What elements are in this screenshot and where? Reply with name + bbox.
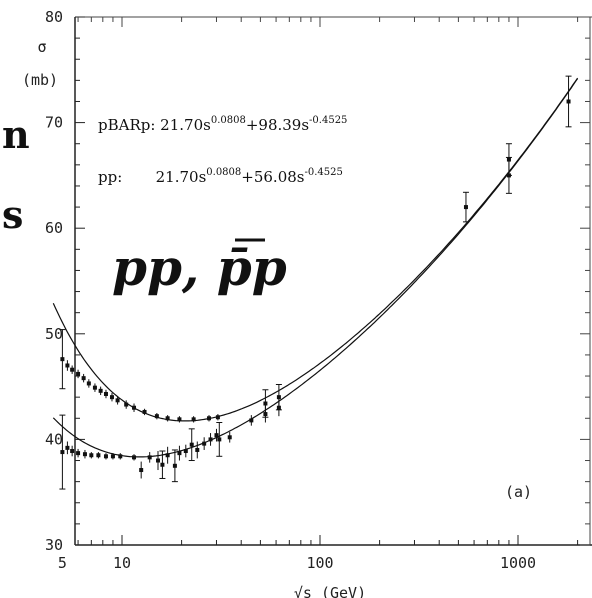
fit-pbarp-text: pBARp: 21.70s xyxy=(98,116,211,134)
fit-pbarp-mid: +98.39s xyxy=(246,116,309,134)
data-point-pp xyxy=(189,442,194,447)
data-point-pbarp xyxy=(60,357,65,362)
fit-pp-formula: pp: 21.70s0.0808+56.08s-0.4525 xyxy=(98,167,343,186)
y-tick-label: 80 xyxy=(45,8,63,26)
data-point-pp xyxy=(183,449,188,454)
data-point-pp xyxy=(160,462,165,467)
y-tick-label: 40 xyxy=(45,430,63,448)
fit-pp-exp1: 0.0808 xyxy=(206,167,241,178)
data-point-pbarp xyxy=(276,395,281,400)
data-point-pp xyxy=(76,451,81,456)
data-point-pp xyxy=(249,418,254,423)
x-tick-label: 5 xyxy=(58,554,67,572)
data-point-pbarp xyxy=(92,385,97,390)
data-point-pbarp xyxy=(191,417,196,422)
data-point-pp xyxy=(227,435,232,440)
data-point-pbarp xyxy=(115,398,120,403)
fit-pbarp-exp1: 0.0808 xyxy=(211,115,246,126)
data-point-pp xyxy=(177,451,182,456)
data-point-pp xyxy=(147,455,152,460)
y-axis-unit: (mb) xyxy=(22,71,58,89)
fit-pbarp-exp2: -0.4525 xyxy=(309,115,347,126)
side-letter-n: n xyxy=(2,112,30,157)
data-point-pp xyxy=(276,405,281,410)
x-tick-label: 100 xyxy=(306,554,333,572)
side-letter-s: s xyxy=(2,192,23,237)
data-point-pp xyxy=(118,454,123,459)
data-point-pbarp xyxy=(70,367,75,372)
data-point-pbarp xyxy=(215,415,220,420)
data-point-pp xyxy=(156,458,161,463)
data-point-pp xyxy=(65,445,70,450)
data-point-pp xyxy=(103,454,108,459)
y-axis-symbol: σ xyxy=(37,38,46,56)
data-point-pbarp xyxy=(109,395,114,400)
data-point-pp xyxy=(110,454,115,459)
data-point-pbarp xyxy=(132,405,137,410)
x-axis-label: √s (GeV) xyxy=(294,584,366,598)
data-point-pbarp xyxy=(124,402,129,407)
data-point-pp xyxy=(96,453,101,458)
data-point-pbarp xyxy=(76,371,81,376)
data-point-pbarp xyxy=(103,391,108,396)
data-point-pp xyxy=(165,453,170,458)
data-point-pbarp xyxy=(81,376,86,381)
data-point-pbarp xyxy=(566,99,571,104)
data-point-pp xyxy=(172,463,177,468)
data-point-pbarp xyxy=(98,388,103,393)
y-tick-label: 50 xyxy=(45,325,63,343)
panel-label: (a) xyxy=(505,483,532,501)
fit-curve-pbarp xyxy=(52,77,579,422)
data-point-pp xyxy=(89,453,94,458)
data-point-pp xyxy=(60,450,65,455)
data-point-pbarp xyxy=(65,363,70,368)
process-label: pp, p̄p xyxy=(112,238,287,297)
data-point-pp xyxy=(217,437,222,442)
fit-pp-exp2: -0.4525 xyxy=(305,167,343,178)
data-point-pp xyxy=(70,449,75,454)
data-point-pp xyxy=(82,452,87,457)
data-point-pp xyxy=(202,441,207,446)
data-point-pp xyxy=(506,173,511,178)
data-point-pbarp xyxy=(263,401,268,406)
data-point-pbarp xyxy=(142,409,147,414)
data-point-pbarp xyxy=(154,414,159,419)
data-point-pp xyxy=(208,437,213,442)
y-tick-label: 30 xyxy=(45,536,63,554)
data-point-pbarp xyxy=(463,205,468,210)
y-tick-label: 60 xyxy=(45,219,63,237)
fit-pp-text: pp: 21.70s xyxy=(98,168,206,186)
fit-curve-pp xyxy=(52,78,579,458)
data-point-pp xyxy=(195,447,200,452)
y-tick-label: 70 xyxy=(45,114,63,132)
fit-pbarp-formula: pBARp: 21.70s0.0808+98.39s-0.4525 xyxy=(98,115,347,134)
data-point-pbarp xyxy=(86,381,91,386)
fit-pp-mid: +56.08s xyxy=(241,168,304,186)
data-point-pbarp xyxy=(165,416,170,421)
data-point-pbarp xyxy=(206,416,211,421)
data-point-pp xyxy=(214,433,219,438)
data-point-pp xyxy=(263,412,268,417)
data-point-pp xyxy=(139,468,144,473)
x-tick-label: 10 xyxy=(113,554,131,572)
x-tick-label: 1000 xyxy=(500,554,536,572)
data-point-pp xyxy=(132,455,137,460)
data-point-pbarp xyxy=(177,417,182,422)
